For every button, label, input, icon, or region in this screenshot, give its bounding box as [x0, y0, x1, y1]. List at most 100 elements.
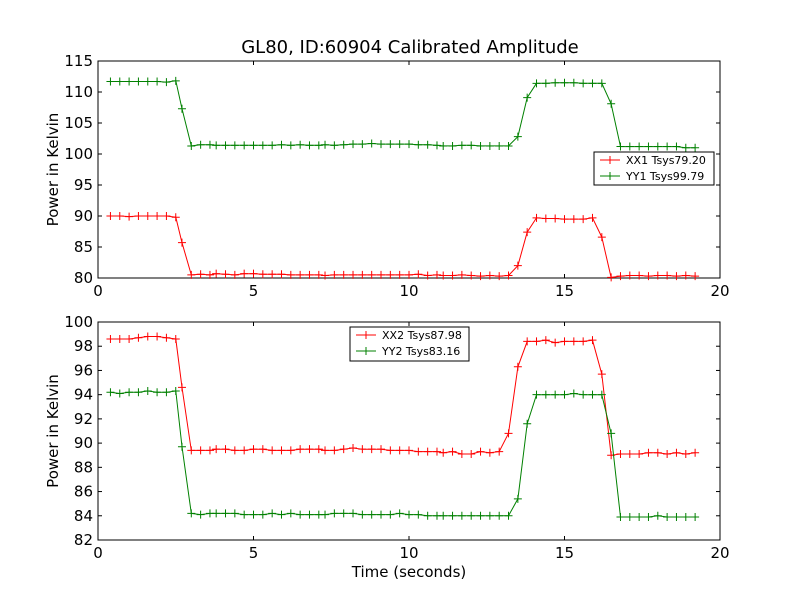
bottom-panel: 0 5 10 15 20 82 84 86 88 90 92 94 96 98 100 Power in Ke… [44, 313, 730, 581]
data-point [560, 390, 569, 399]
data-point [134, 212, 143, 220]
data-point [439, 511, 448, 520]
data-point [653, 511, 662, 520]
x-tick-label: 0 [93, 282, 103, 300]
data-point [625, 450, 634, 459]
data-point [423, 447, 432, 456]
data-point [258, 445, 267, 454]
data-point [339, 509, 348, 518]
data-point [386, 270, 395, 279]
data-point [162, 78, 171, 87]
data-point [495, 141, 504, 150]
y-tick-label: 96 [74, 361, 93, 379]
data-point [663, 512, 672, 521]
x-tick-label: 5 [249, 544, 259, 562]
x-tick-label: 15 [555, 282, 574, 300]
data-point [177, 238, 186, 247]
data-point [196, 270, 205, 279]
data-point [196, 140, 205, 149]
data-point [153, 212, 162, 220]
data-point [653, 271, 662, 280]
data-point [551, 390, 560, 399]
data-point [625, 271, 634, 280]
data-point [607, 273, 616, 282]
data-point [177, 442, 186, 451]
data-point [476, 272, 485, 281]
data-point [367, 510, 376, 519]
data-point [125, 388, 134, 397]
data-point [162, 388, 171, 397]
data-point [485, 511, 494, 520]
data-point [358, 140, 367, 149]
data-point [625, 142, 634, 151]
y-tick-label: 90 [74, 434, 93, 452]
data-point [386, 140, 395, 149]
data-point [414, 270, 423, 279]
x-tick-label: 0 [93, 544, 103, 562]
data-point [221, 445, 230, 454]
data-point [153, 388, 162, 397]
data-point [457, 270, 466, 279]
data-point [230, 270, 239, 279]
y-tick-label: 100 [64, 145, 93, 163]
data-point [423, 140, 432, 149]
data-point [134, 77, 143, 86]
top-panel: 0 5 10 15 20 80 85 90 95 100 105 110 115 Power in Kel… [44, 52, 730, 300]
data-point [187, 141, 196, 150]
data-point [321, 510, 330, 519]
data-point [523, 93, 532, 102]
data-point [476, 447, 485, 456]
data-point [541, 390, 550, 399]
data-point [125, 212, 134, 221]
y-tick-label: 85 [74, 238, 93, 256]
data-point [395, 446, 404, 455]
data-point [625, 512, 634, 521]
legend-entry: XX1 Tsys79.20 [626, 154, 706, 167]
data-point [691, 512, 700, 521]
data-point [339, 140, 348, 149]
data-point [513, 494, 522, 503]
legend: XX1 Tsys79.20 YY1 Tsys99.79 [593, 151, 715, 186]
data-point [230, 509, 239, 518]
data-point [467, 271, 476, 280]
y-tick-label: 95 [74, 176, 93, 194]
legend-marker [362, 347, 370, 355]
data-point [439, 141, 448, 150]
data-point [115, 77, 124, 86]
data-point [569, 337, 578, 346]
data-point [305, 141, 314, 150]
data-point [414, 140, 423, 149]
data-point [286, 446, 295, 455]
data-point [607, 429, 616, 438]
data-point [321, 446, 330, 455]
data-point [616, 450, 625, 459]
data-point [635, 450, 644, 459]
data-point [405, 446, 413, 455]
data-point [268, 270, 277, 279]
data-point [513, 362, 522, 371]
data-point [439, 448, 448, 457]
data-point [495, 272, 504, 281]
data-point [349, 443, 358, 452]
data-point [681, 143, 690, 152]
data-point [258, 270, 267, 279]
data-point [115, 334, 124, 343]
legend-marker [606, 156, 614, 164]
data-point [349, 509, 358, 518]
data-point [212, 445, 221, 454]
y-tick-label: 110 [64, 83, 93, 101]
data-point [672, 272, 681, 281]
legend-marker [606, 172, 614, 180]
data-point [125, 77, 134, 86]
data-point [532, 213, 541, 222]
data-point [423, 271, 432, 280]
data-point [616, 142, 625, 151]
data-point [457, 450, 466, 459]
y-tick-label: 88 [74, 458, 93, 476]
data-point [541, 336, 550, 345]
data-point [162, 333, 171, 342]
x-axis-label: Time (seconds) [351, 563, 467, 581]
data-point [405, 510, 413, 519]
legend-entry: YY2 Tsys83.16 [381, 345, 460, 358]
data-point [296, 510, 305, 519]
